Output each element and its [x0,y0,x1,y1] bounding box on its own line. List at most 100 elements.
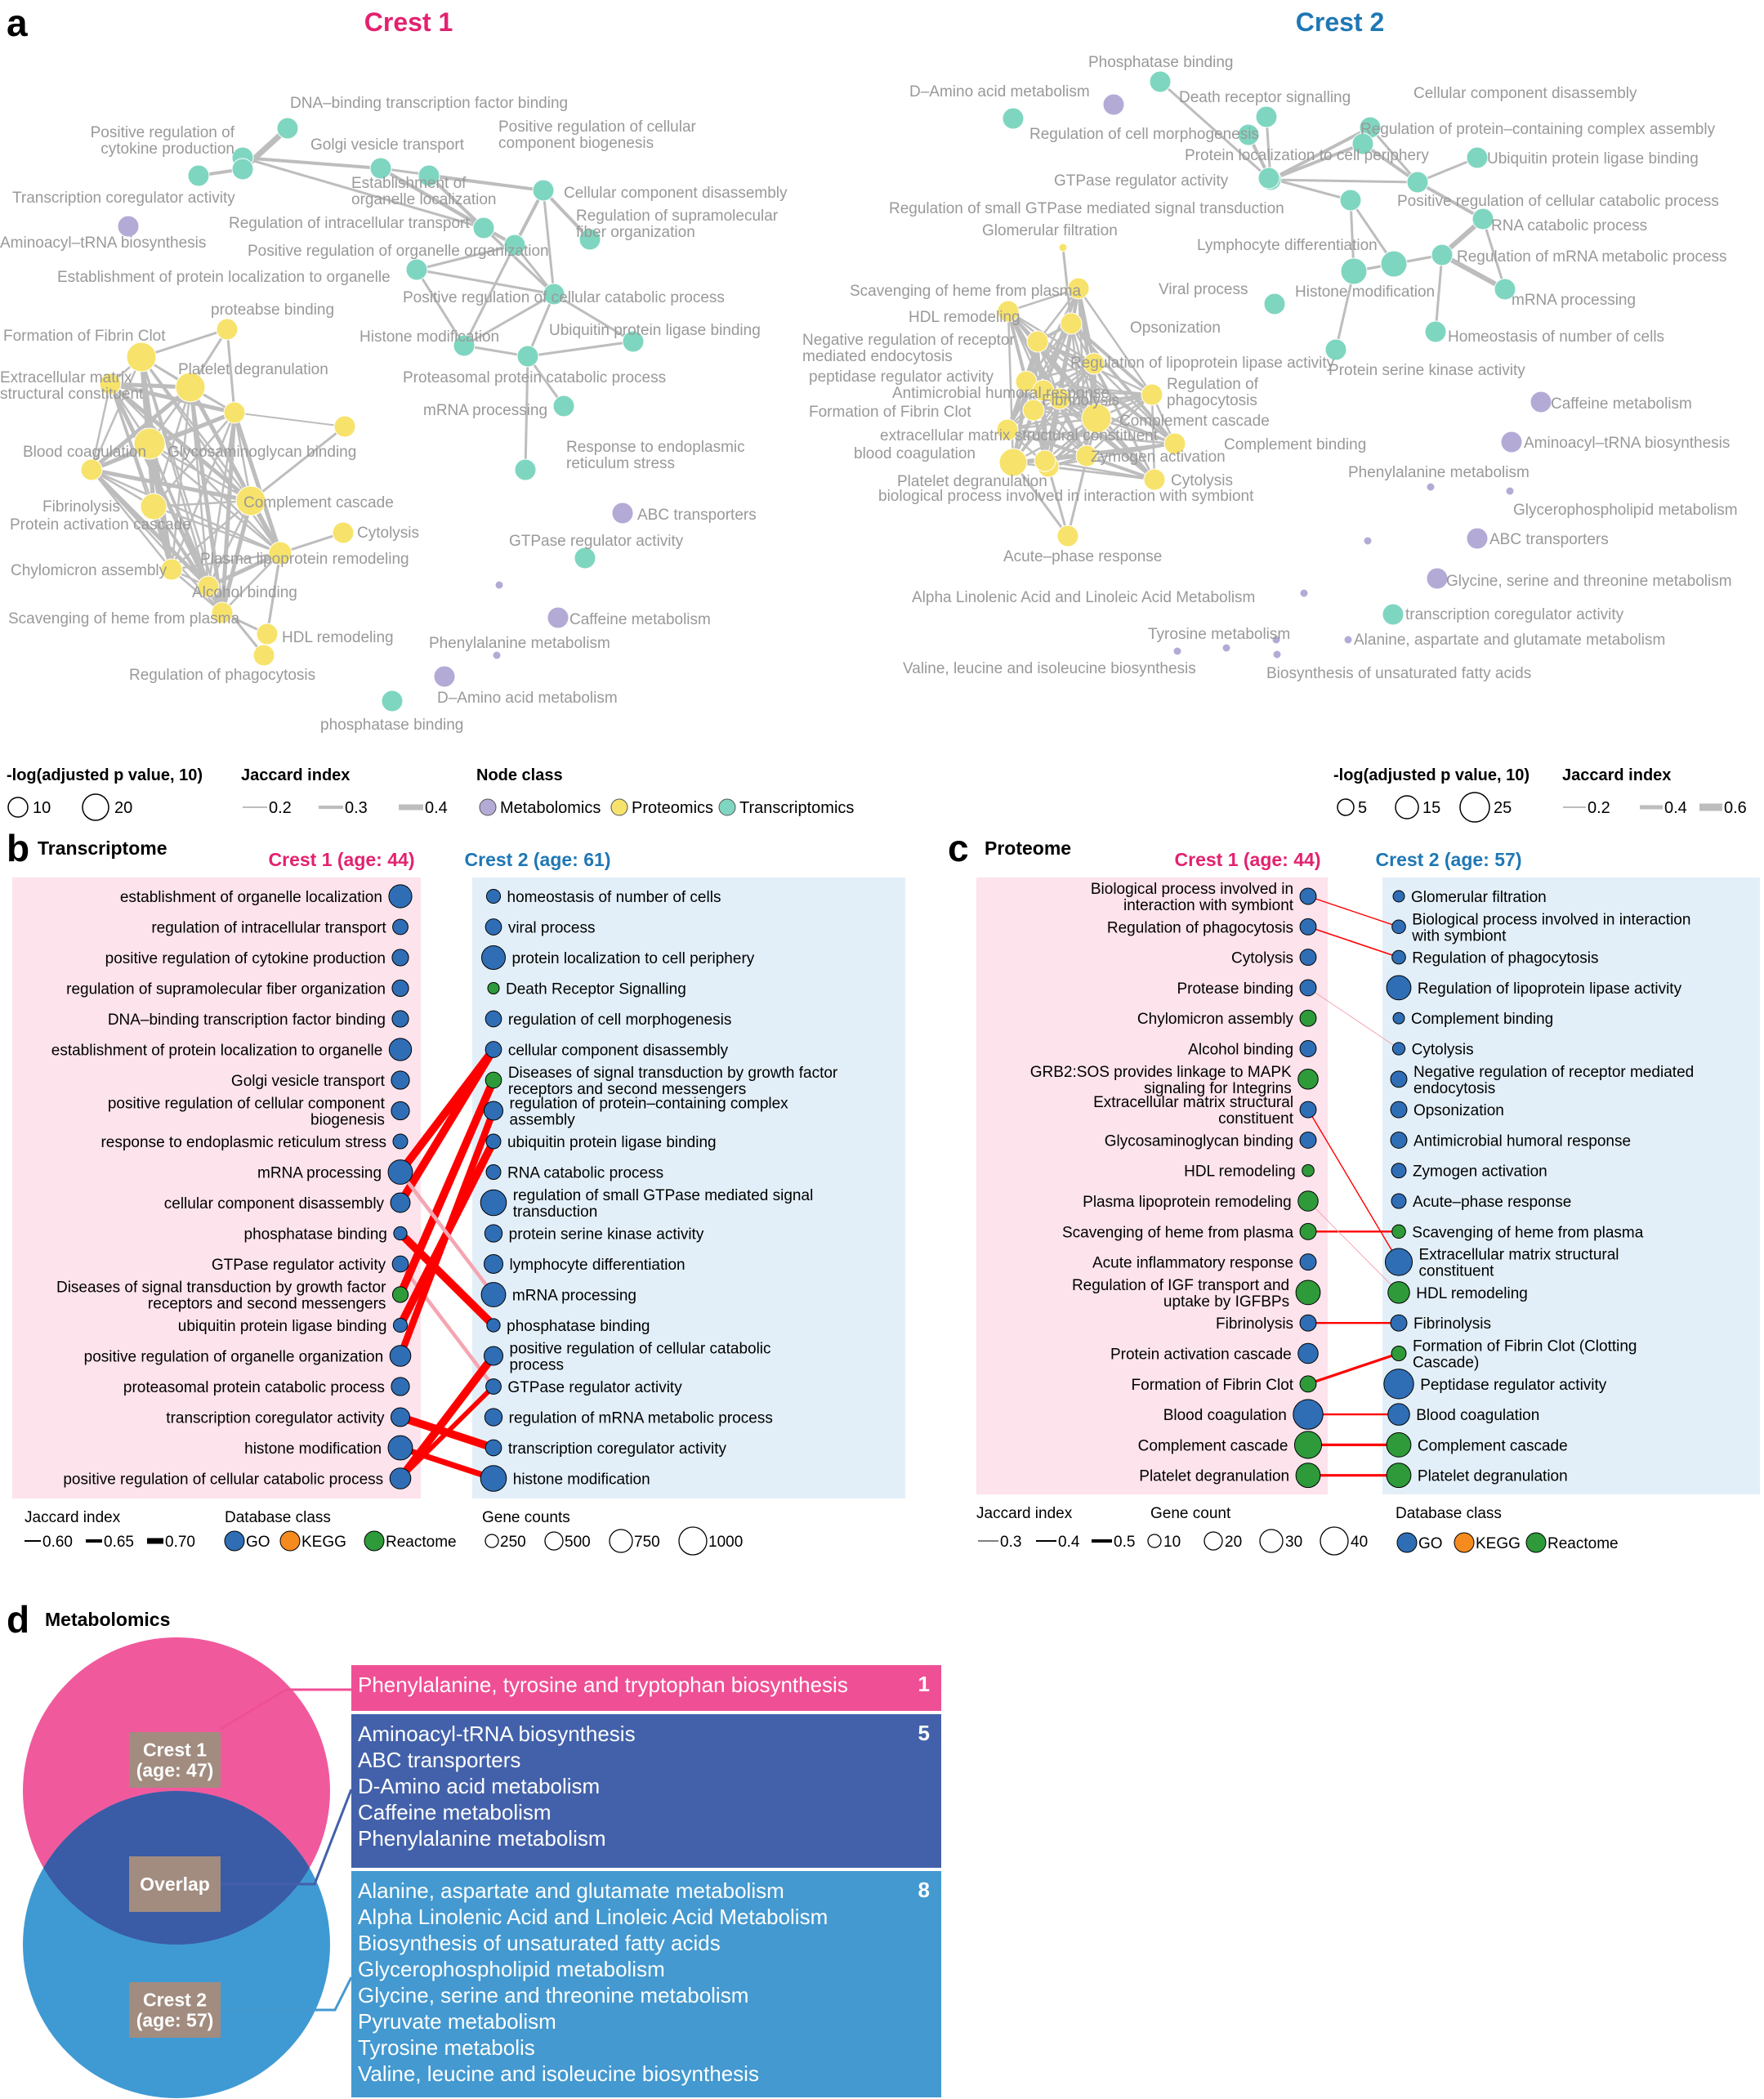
crest2-network-label-aminoacyl-trna-biosynthesis-line: Aminoacyl–tRNA biosynthesis [1524,435,1730,452]
crest2-network-node-m13 [1271,635,1281,645]
crest1-network-label-formation-of-fibrin-clot-line: Formation of Fibrin Clot [3,328,166,345]
panel-b-left-node-establishment-of-organelle-localization [388,884,413,909]
crest2-network-label-phosphatase-binding: Phosphatase binding [1088,54,1233,71]
crest2-network-label-acute-phase-response-line: Acute–phase response [1003,548,1162,565]
legend-a2-size-label: 5 [1358,799,1367,817]
crest2-network-label-regulation-of-cell-morphogenesis: Regulation of cell morphogenesis [1029,126,1259,143]
crest2-network-label-gtpase-regulator-activity-line: GTPase regulator activity [1054,172,1229,190]
crest2-network-label-negative-regulation-of-receptor-mediated-endocytos: Negative regulation of receptormediated … [802,332,1015,365]
crest2-network-node-blood-coagulation [998,448,1028,477]
crest1-network-node-proteabse-binding [216,318,239,341]
crest1-network-label-scavenging-of-heme-from-plasma: Scavenging of heme from plasma [8,610,239,627]
panel-c-right-label-scavenging-of-heme-from-plasma: Scavenging of heme from plasma [1412,1224,1643,1241]
panel-c-crest1-header: Crest 1 (age: 44) [1175,849,1321,870]
crest2-network-label-opsonization-line: Opsonization [1130,319,1221,337]
panel-a-letter: a [7,2,28,44]
panel-c-right-label-acute-phase-response: Acute–phase response [1413,1194,1571,1211]
panel-c-right-node-opsonization [1390,1101,1408,1119]
panel-b-right-node-transcription-coregulator-activity [485,1439,502,1457]
panel-b-link [396,1047,498,1205]
crest2-network-node-aminoacyl-trna-biosynthesis [1500,431,1523,453]
crest1-network-node-complement-cascade [235,485,266,516]
panel-b-left-label-gtpase-regulator-activity-line: GTPase regulator activity [212,1257,386,1274]
panel-c-right-node-regulation-of-lipoprotein-lipase-activity [1386,975,1412,1001]
venn-crest2-label-text-line: Crest 2 [143,1990,207,2011]
crest1-network-label-regulation-of-phagocytosis: Regulation of phagocytosis [129,667,315,684]
crest2-network-label-viral-process-line: Viral process [1159,281,1248,298]
crest2-network-label-regulation-of-phagocytosis-line: Regulation of [1167,376,1259,393]
panel-c-right-label-antimicrobial-humoral-response-line: Antimicrobial humoral response [1413,1132,1631,1150]
venn-crest1-label-text-line: Crest 1 [143,1739,207,1761]
crest2-network-label-mrna-processing-line: mRNA processing [1512,292,1636,309]
crest2-network-label-complement-cascade: Complement cascade [1119,413,1270,430]
panel-c-right-label-formation-of-fibrin-clot-clotting-cascade-line: Cascade) [1413,1355,1479,1372]
panel-c-right-label-zymogen-activation: Zymogen activation [1413,1163,1547,1181]
legend-a-size-20 [82,793,109,821]
crest1-network-edge [140,356,224,614]
panel-c-right-label-cytolysis-line: Cytolysis [1412,1042,1474,1059]
panel-b-right-label-regulation-of-small-gtpase-mediated-signal-transdu-line: regulation of small GTPase mediated sign… [513,1187,814,1204]
crest1-network-edge [482,226,556,296]
legend-c-db-title: Database class [1396,1505,1502,1522]
panel-b-left-label-histone-modification: histone modification [244,1440,382,1458]
crest2-network-label-biosynthesis-of-unsaturated-fatty-acids-line: Biosynthesis of unsaturated fatty acids [1266,665,1531,682]
crest1-network-edge [524,355,529,471]
panel-c-right-node-zymogen-activation [1391,1163,1407,1179]
crest1-network-node-cytolysis [332,521,355,544]
panel-c-right-node-hdl-remodeling [1387,1281,1410,1304]
panel-b-right-label-protein-serine-kinase-activity-line: protein serine kinase activity [509,1226,704,1244]
crest1-network-edge [526,293,556,357]
panel-b-right-node-regulation-of-small-gtpase-mediated-signal-transdu [480,1189,507,1217]
crest1-network-label-positive-regulation-of-cytokine-production-line: cytokine production [100,141,234,158]
crest2-network-label-caffeine-metabolism: Caffeine metabolism [1551,395,1692,413]
crest1-network-node-platelet-degranulation [175,372,206,403]
crest1-network-label-glycosaminoglycan-binding: Glycosaminoglycan binding [167,444,356,461]
panel-b-right-label-histone-modification: histone modification [513,1472,650,1489]
crest1-network-edge [207,500,252,587]
crest1-network-label-fibrinolysis-line: Fibrinolysis [42,498,120,516]
panel-c-right-label-blood-coagulation-line: Blood coagulation [1416,1407,1539,1424]
crest2-network-edge [1369,127,1419,183]
panel-b-right-label-diseases-of-signal-transduction-by-growth-factor-r-line: receptors and second messengers [508,1081,747,1098]
crest2-network-edge [1012,417,1097,464]
panel-b-crest1-header: Crest 1 (age: 44) [269,849,415,870]
panel-b-links [396,1047,498,1481]
crest1-network-label-establishment-of-protein-localization-to-organelle: Establishment of protein localization to… [57,269,391,286]
panel-b-left-label-positive-regulation-of-cellular-catabolic-process-line: positive regulation of cellular cataboli… [63,1472,383,1489]
crest1-network-label-establishment-of-organelle-localization-line: organelle localization [351,191,496,208]
crest2-network-label-hdl-remodeling-line: HDL remodeling [909,309,1020,326]
crest2-network-node-biological-process-involved-in-interaction-with-sy [1034,449,1056,472]
panel-b-left-label-regulation-of-supramolecular-fiber-organization: regulation of supramolecular fiber organ… [66,981,386,998]
crest1-network-label-histone-modification: Histone modification [359,328,499,346]
metabolomics-box-items-line: Glycine, serine and threonine metabolism [358,1983,748,2007]
crest1-network-edge [149,443,281,554]
panel-c-left-node-biological-process-involved-in-interaction-with-sy [1299,887,1317,905]
crest1-network-label-plasma-lipoprotein-remodeling: Plasma lipoprotein remodeling [200,551,409,568]
legend-c-jaccard-title: Jaccard index [976,1505,1073,1522]
panel-c-left-label-regulation-of-phagocytosis-line: Regulation of phagocytosis [1107,919,1293,936]
crest2-network-label-regulation-of-small-gtpase-mediated-signal-transdu: Regulation of small GTPase mediated sign… [889,200,1284,217]
crest2-network-label-protein-localization-to-cell-periphery-line: Protein localization to cell periphery [1185,147,1429,164]
crest1-network-edge [542,190,556,295]
panel-c-right-label-platelet-degranulation-line: Platelet degranulation [1418,1468,1568,1485]
panel-c-right-label-regulation-of-lipoprotein-lipase-activity-line: Regulation of lipoprotein lipase activit… [1418,980,1682,998]
panel-b-right-label-cellular-component-disassembly-line: cellular component disassembly [508,1043,729,1060]
crest2-network-node-m6 [1363,536,1373,546]
legend-c-gene-label: 30 [1285,1534,1302,1551]
panel-c-crest2-bg [1382,878,1760,1494]
crest1-network-label-proteasomal-protein-catabolic-process: Proteasomal protein catabolic process [403,369,666,386]
crest1-network-edge [416,243,516,271]
panel-b-left-label-regulation-of-intracellular-transport: regulation of intracellular transport [151,920,386,937]
panel-b-right-label-cellular-component-disassembly: cellular component disassembly [508,1043,729,1060]
panel-c-left-label-extracellular-matrix-structural-constituent-line: constituent [1218,1110,1294,1128]
metabolomics-box-items-line: Tyrosine metabolis [358,2035,535,2060]
panel-c-left-node-regulation-of-igf-transport-and-uptake-by-igfbps [1295,1279,1321,1306]
crest2-network-label-positive-regulation-of-cellular-catabolic-process: Positive regulation of cellular cataboli… [1397,193,1719,210]
crest2-network-label-caffeine-metabolism-line: Caffeine metabolism [1551,395,1692,413]
crest2-network-edge [1047,466,1070,537]
panel-b-right-label-death-receptor-signalling: Death Receptor Signalling [506,981,686,998]
crest2-network-label-zymogen-activation-line: Zymogen activation [1091,449,1226,466]
